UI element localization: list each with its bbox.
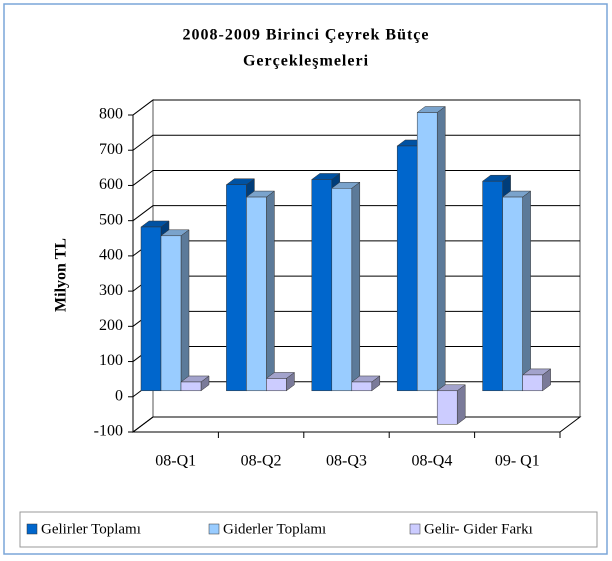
bar-front <box>396 145 418 392</box>
x-tick-label: 08-Q2 <box>241 453 282 470</box>
bar-side <box>436 106 446 392</box>
x-tick-label: 08-Q3 <box>326 453 367 470</box>
y-tick-label: 400 <box>99 247 123 264</box>
bar-side <box>266 190 275 392</box>
bar <box>351 375 381 392</box>
bar-side <box>456 384 466 425</box>
chart-title: Gerçekleşmeleri <box>243 53 369 70</box>
legend-swatch <box>409 523 421 535</box>
y-tick-label: 200 <box>99 317 123 334</box>
legend-label: Gelirler Toplamı <box>41 521 141 537</box>
bar-front <box>436 390 458 425</box>
bar-side <box>180 229 190 392</box>
grid-line <box>132 99 580 116</box>
y-tick-label: 300 <box>99 282 123 299</box>
bar-front <box>311 179 333 392</box>
y-tick-label: -100 <box>94 423 123 440</box>
bar-front <box>502 196 523 392</box>
y-tick-label: 0 <box>115 387 123 404</box>
bar <box>180 375 210 392</box>
bar-side <box>351 181 361 392</box>
bar <box>331 181 361 392</box>
bar-front <box>416 112 438 392</box>
y-tick-label: 800 <box>99 106 123 123</box>
y-tick-label: 600 <box>99 176 123 193</box>
bar-front <box>160 235 182 392</box>
bar <box>265 371 296 392</box>
bar <box>501 190 532 392</box>
bar-front <box>246 196 267 392</box>
bar <box>160 229 190 392</box>
bar <box>416 106 446 392</box>
x-tick-label: 08-Q1 <box>155 453 196 470</box>
bar-side <box>522 190 531 392</box>
y-tick-label: 500 <box>99 211 123 228</box>
bar <box>521 368 552 392</box>
bar-front <box>226 184 247 392</box>
legend-swatch <box>208 523 220 535</box>
bar-front <box>522 374 543 392</box>
bar-front <box>482 180 503 392</box>
x-tick-label: 08-Q4 <box>411 453 452 470</box>
bar-front <box>351 381 373 392</box>
x-tick-label: 09- Q1 <box>495 453 540 470</box>
bar <box>436 384 466 425</box>
bar-front <box>140 226 162 392</box>
y-tick-label: 700 <box>99 141 123 158</box>
floor <box>131 416 582 433</box>
y-tick-label: 100 <box>99 352 123 369</box>
legend-swatch <box>26 523 38 535</box>
y-axis-label: Milyon TL <box>53 238 70 312</box>
bar-front <box>180 381 202 392</box>
chart-title: 2008-2009 Birinci Çeyrek Bütçe <box>182 27 429 44</box>
legend-label: Gelir- Gider Farkı <box>424 521 533 537</box>
bar-front <box>266 378 287 392</box>
bar-front <box>331 188 353 392</box>
legend-label: Giderler Toplamı <box>223 521 326 537</box>
bar <box>245 190 276 392</box>
legend <box>19 511 598 548</box>
